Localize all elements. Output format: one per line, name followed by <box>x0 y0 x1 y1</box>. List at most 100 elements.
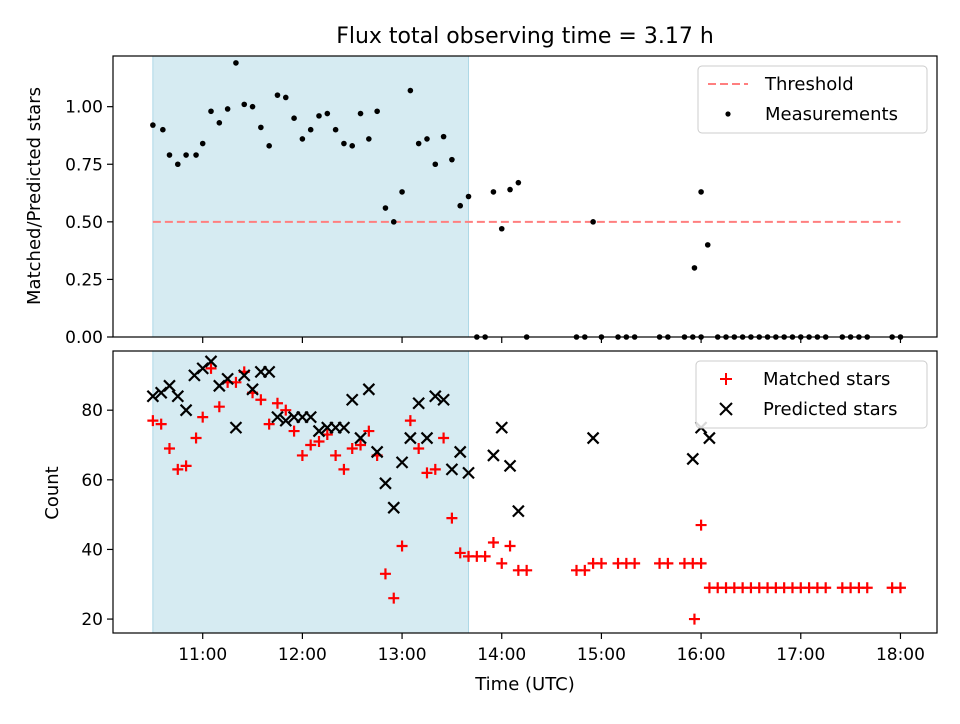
data-point <box>204 355 218 368</box>
data-point <box>704 242 711 248</box>
data-point <box>590 219 596 225</box>
top-legend: Threshold Measurements <box>697 65 928 134</box>
data-point <box>487 536 499 548</box>
data-point <box>404 431 417 445</box>
bottom-y-axis: 20 40 60 80 <box>81 401 113 630</box>
data-point <box>382 205 389 211</box>
data-point <box>304 410 317 424</box>
data-point <box>316 113 322 119</box>
x-axis-label: Time (UTC) <box>474 674 575 695</box>
top-plot-frame <box>112 55 938 338</box>
x-tick-label: 16:00 <box>677 645 726 665</box>
y-tick-label: 20 <box>81 610 103 630</box>
data-point <box>462 466 475 480</box>
data-point <box>407 87 414 94</box>
data-point <box>337 421 351 434</box>
data-point <box>496 557 508 569</box>
y-tick-label: 60 <box>81 471 103 491</box>
data-point <box>155 418 167 430</box>
top-y-axis-label: Matched/Predicted stars <box>24 87 45 305</box>
top-y-axis: 0.00 0.25 0.50 0.75 1.00 <box>65 98 113 348</box>
y-tick-label: 0.25 <box>65 270 103 290</box>
data-point <box>193 152 199 158</box>
legend-measurements-swatch <box>725 111 731 117</box>
data-point <box>338 463 350 475</box>
data-point <box>465 193 472 200</box>
y-tick-label: 1.00 <box>65 98 103 118</box>
data-point <box>507 186 513 193</box>
data-point <box>498 225 505 232</box>
data-point <box>324 110 331 117</box>
data-point <box>415 140 422 147</box>
data-point <box>395 456 409 469</box>
data-point <box>291 115 297 121</box>
data-point <box>374 108 380 115</box>
data-point <box>312 424 326 438</box>
data-point <box>180 460 192 472</box>
data-point <box>299 136 306 142</box>
data-point <box>274 92 281 98</box>
data-point <box>296 449 308 461</box>
data-point <box>241 101 248 108</box>
data-point <box>208 108 214 115</box>
data-point <box>183 152 189 158</box>
data-point <box>686 452 700 466</box>
data-point <box>160 126 166 133</box>
data-point <box>224 106 231 112</box>
data-point <box>332 126 339 133</box>
data-point <box>355 439 367 451</box>
data-point <box>413 442 425 454</box>
y-tick-label: 0.50 <box>65 213 103 233</box>
bottom-y-axis-label: Count <box>42 466 63 519</box>
data-point <box>205 362 217 374</box>
y-tick-label: 80 <box>81 401 103 421</box>
data-point <box>279 414 293 427</box>
bottom-x-axis: 11:00 12:00 13:00 14:00 15:00 16:00 17:00 18:00 <box>178 633 925 665</box>
data-point <box>504 540 516 552</box>
legend-measurements-label: Measurements <box>765 104 898 125</box>
top-x-ticks <box>202 337 902 343</box>
x-tick-label: 15:00 <box>577 645 626 665</box>
data-point <box>172 463 184 475</box>
matched-stars-series <box>147 362 906 625</box>
data-point <box>438 432 450 444</box>
data-point <box>357 110 364 117</box>
count-series <box>146 355 906 625</box>
data-point <box>390 219 397 225</box>
data-point <box>216 119 223 126</box>
data-point <box>346 442 358 454</box>
x-tick-label: 17:00 <box>776 645 825 665</box>
data-point <box>379 568 391 580</box>
data-point <box>437 393 450 407</box>
data-point <box>521 564 533 576</box>
data-point <box>271 397 283 409</box>
data-point <box>146 389 160 403</box>
data-point <box>307 126 314 133</box>
data-point <box>179 403 193 417</box>
data-point <box>432 161 439 168</box>
data-point <box>399 189 405 195</box>
data-point <box>662 557 674 569</box>
data-point <box>515 179 522 186</box>
data-point <box>354 431 367 445</box>
data-point <box>266 143 272 149</box>
data-point <box>445 463 459 476</box>
data-point <box>246 383 259 396</box>
data-point <box>190 432 202 444</box>
data-point <box>424 136 430 142</box>
data-point <box>199 140 206 147</box>
legend-matched-swatch <box>720 373 732 385</box>
x-tick-label: 11:00 <box>178 645 227 665</box>
data-point <box>421 467 433 479</box>
data-point <box>163 379 176 393</box>
x-tick-label: 18:00 <box>876 645 925 665</box>
data-point <box>503 459 517 473</box>
data-point <box>163 442 175 454</box>
data-point <box>453 445 467 459</box>
legend-predicted-label: Predicted stars <box>763 399 897 420</box>
data-point <box>457 202 464 209</box>
data-point <box>166 152 173 158</box>
data-point <box>258 124 264 131</box>
legend-matched-label: Matched stars <box>763 369 890 390</box>
